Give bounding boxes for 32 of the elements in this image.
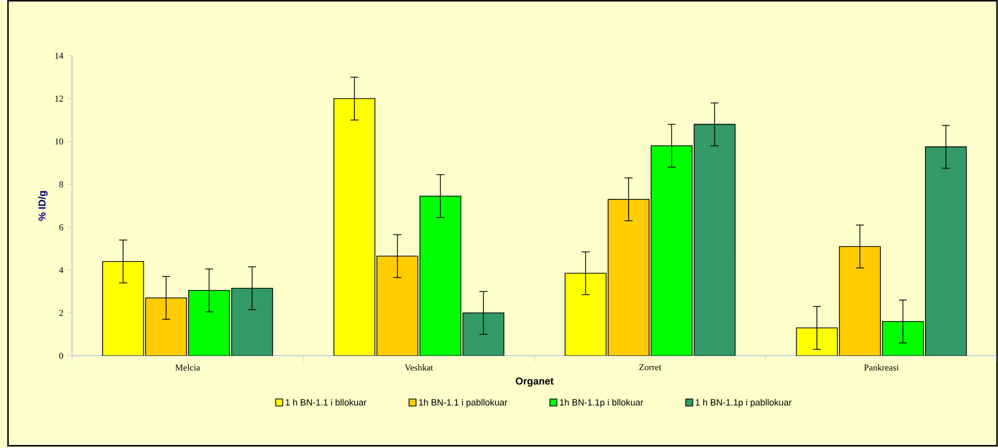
bar xyxy=(145,298,188,356)
bar xyxy=(838,246,881,356)
bar xyxy=(924,146,967,356)
y-tick-label: 10 xyxy=(55,138,64,145)
y-tick-label: 2 xyxy=(59,310,63,316)
bar xyxy=(376,256,418,356)
x-tick-label: Zorret xyxy=(639,364,662,370)
legend-label: 1 h BN-1.1 i bllokuar xyxy=(286,399,366,406)
y-tick-label: 8 xyxy=(59,181,64,188)
bar xyxy=(188,290,230,356)
x-tick-label: Veshkat xyxy=(404,364,434,371)
y-axis-title: % ID/g xyxy=(38,191,48,221)
bar xyxy=(462,312,504,356)
y-tick-label: 0 xyxy=(59,352,64,359)
y-tick-label: 14 xyxy=(55,52,64,59)
bar xyxy=(694,124,736,356)
x-axis-title: Organet xyxy=(516,378,554,387)
bar xyxy=(419,196,462,356)
legend-label: 1h BN-1.1 i pabllokuar xyxy=(419,399,508,408)
bar xyxy=(564,272,607,356)
bar xyxy=(650,145,693,356)
x-tick-label: Pankreasi xyxy=(864,364,899,371)
legend-label: 1h BN-1.1p i bllokuar xyxy=(560,399,644,408)
bar xyxy=(333,98,376,356)
legend-label: 1 h BN-1.1p i pabllokuar xyxy=(696,399,792,408)
x-tick-label: Melcia xyxy=(175,364,200,371)
bar xyxy=(231,288,274,356)
y-tick-label: 4 xyxy=(59,267,64,274)
y-tick-label: 12 xyxy=(55,96,63,102)
bar xyxy=(608,199,650,356)
y-tick-label: 6 xyxy=(59,224,64,230)
bar xyxy=(102,261,144,356)
